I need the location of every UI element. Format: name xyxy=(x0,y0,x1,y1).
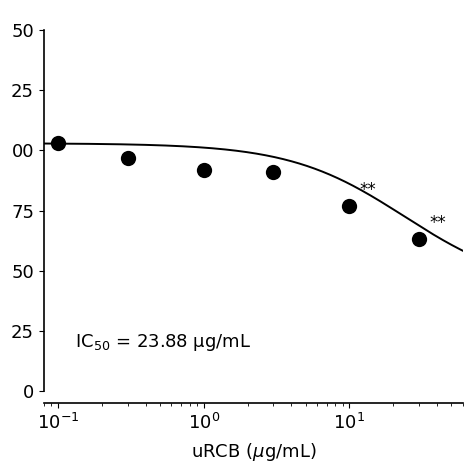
Text: **: ** xyxy=(429,214,446,232)
Text: IC$_{50}$ = 23.88 μg/mL: IC$_{50}$ = 23.88 μg/mL xyxy=(74,332,251,354)
X-axis label: uRCB ($\mu$g/mL): uRCB ($\mu$g/mL) xyxy=(191,441,316,463)
Text: **: ** xyxy=(360,181,377,199)
